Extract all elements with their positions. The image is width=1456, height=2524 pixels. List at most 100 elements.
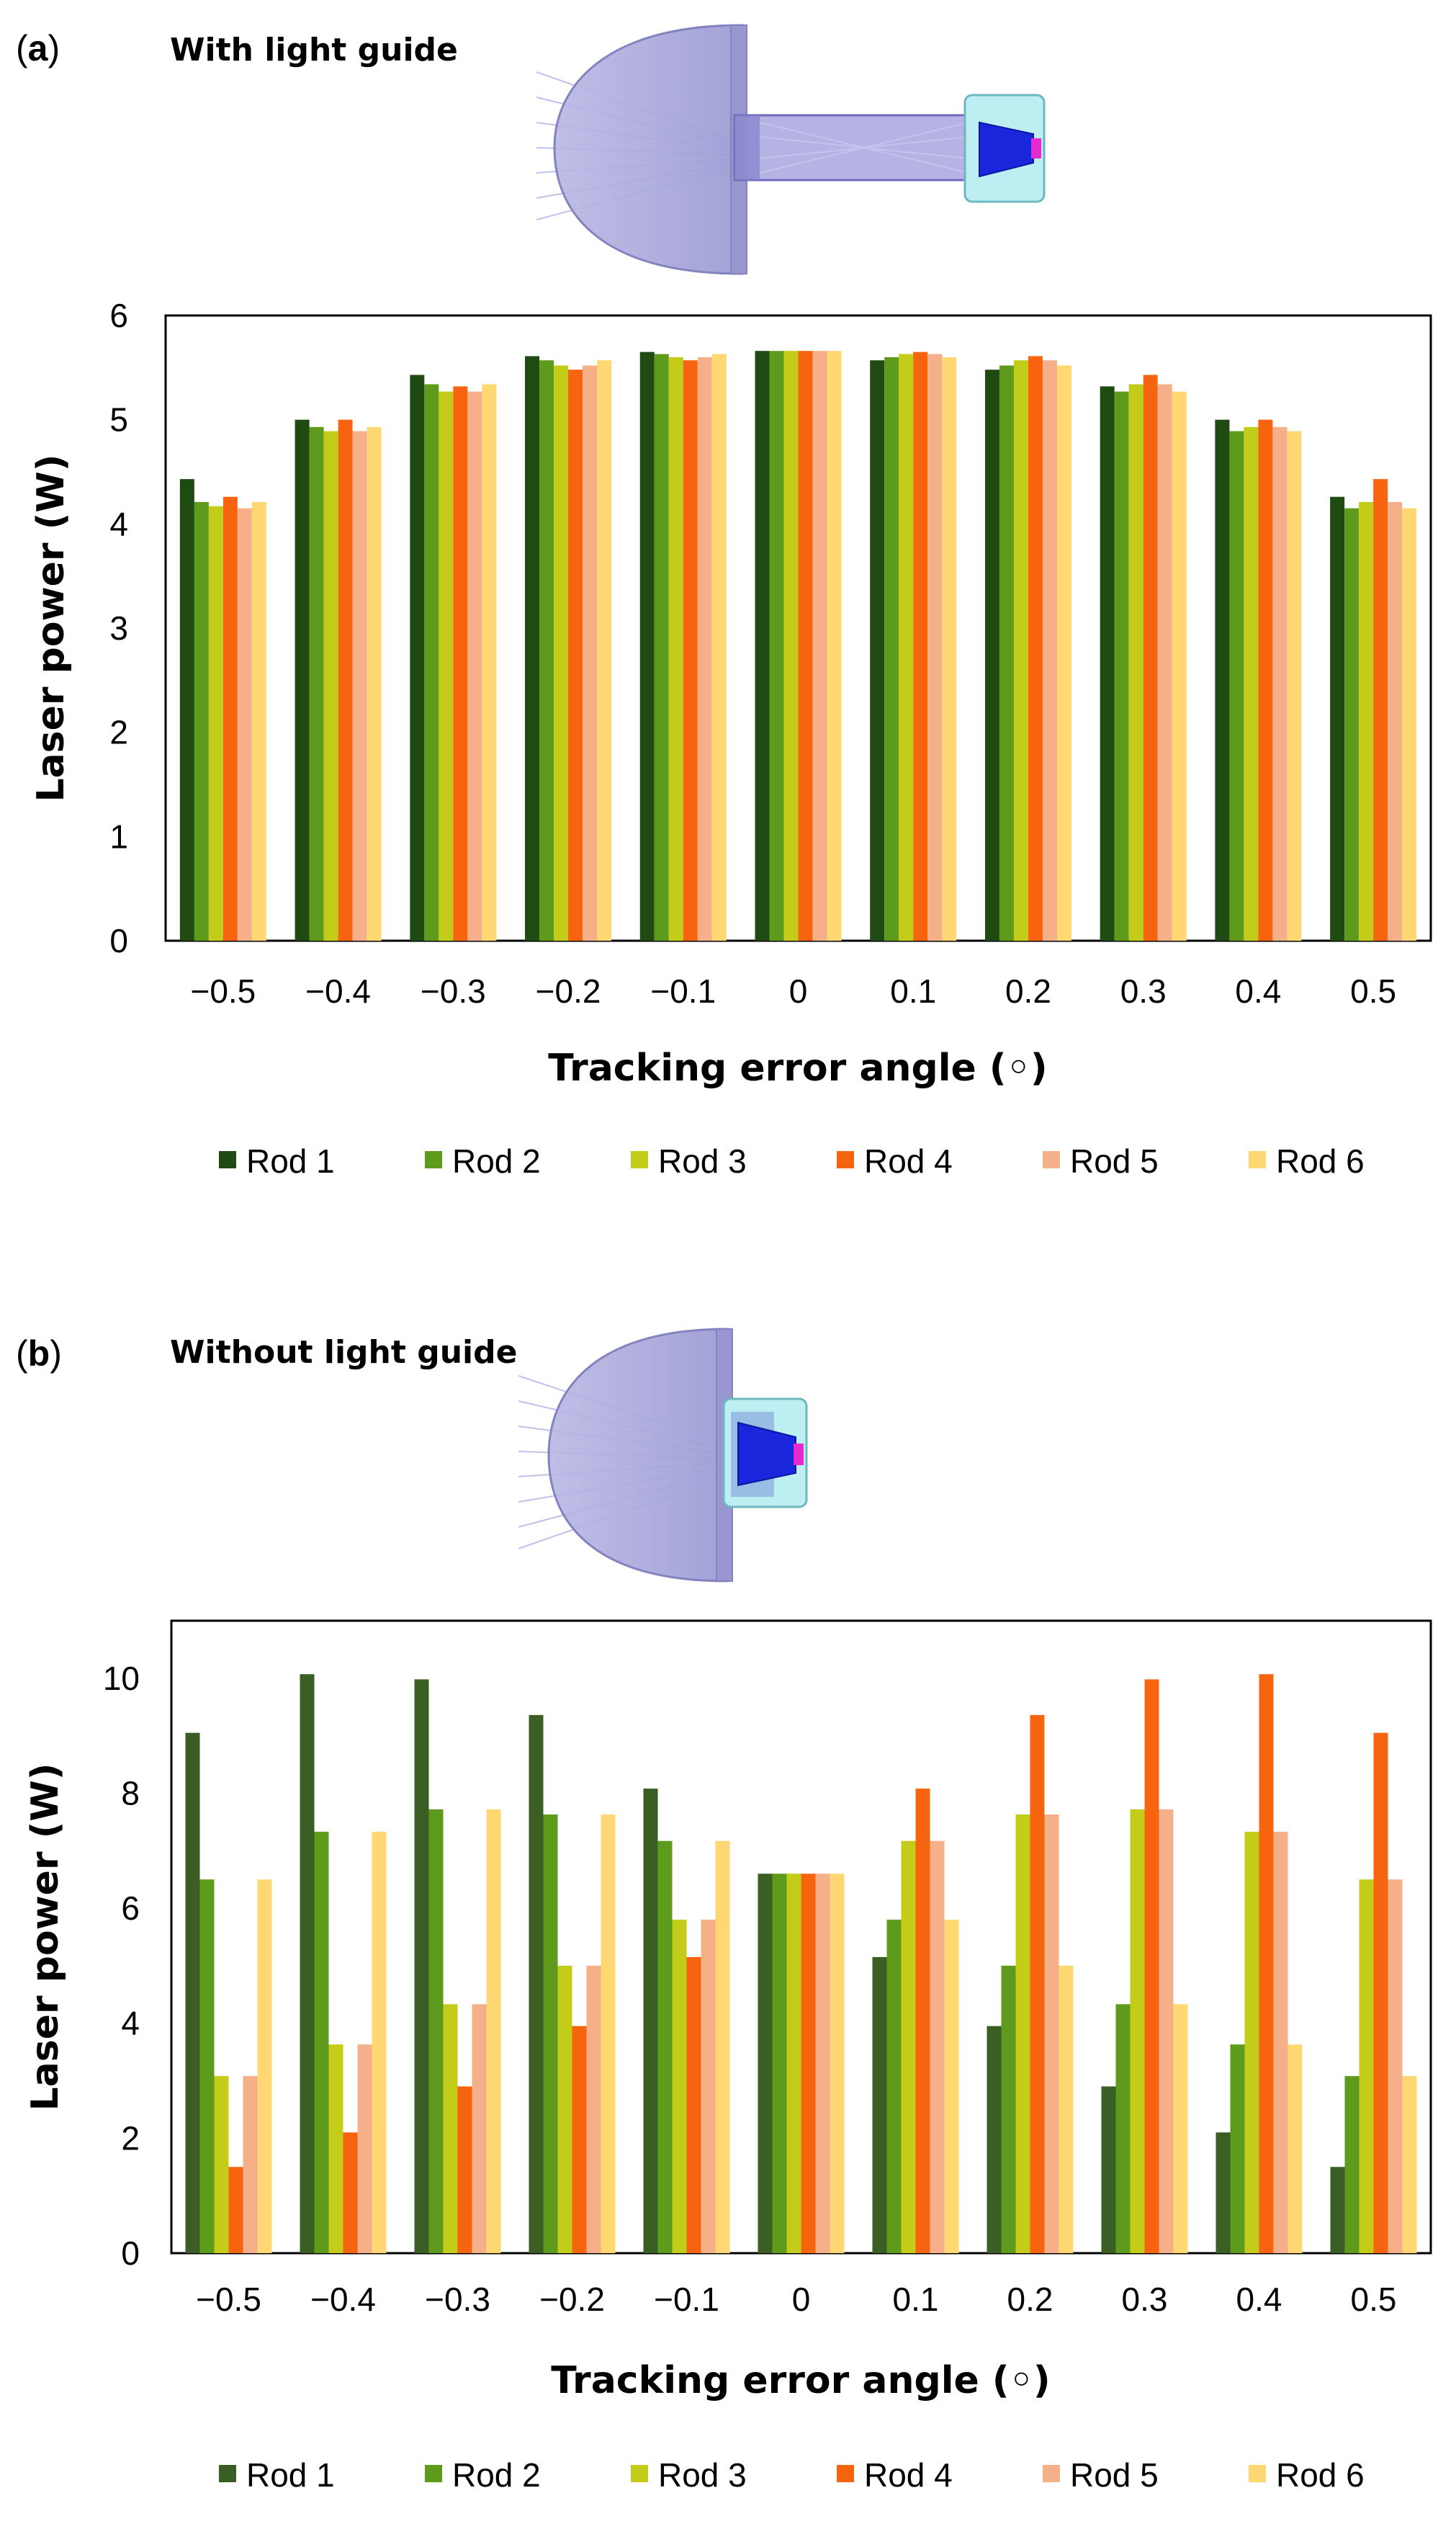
bar-rod-1-6 [872, 1956, 887, 2253]
bar-rod-2-10 [1344, 508, 1360, 941]
legend-label-6: Rod 6 [1276, 2456, 1365, 2494]
chart-a: 0 1 2 3 4 5 6 −0.5 −0.4 −0.3 −0.2 −0.1 0 0.1 0.2 0.3 0.… [30, 297, 1432, 1180]
x-tick-label: 0 [792, 2281, 811, 2318]
legend-swatch-1 [219, 2465, 236, 2482]
bar-rod-5-3 [586, 1965, 601, 2253]
y-tick-label: 2 [121, 2119, 140, 2157]
bar-rod-1-1 [295, 419, 310, 941]
light-guide-shade [734, 115, 760, 180]
bar-rod-4-6 [915, 1789, 930, 2253]
bar-rod-1-7 [987, 2026, 1002, 2253]
bar-rod-4-4 [686, 1956, 701, 2253]
y-tick-label: 8 [121, 1774, 140, 1812]
bar-rod-5-3 [583, 365, 598, 941]
bar-rod-3-1 [323, 431, 338, 941]
bar-rod-4-7 [1030, 1714, 1045, 2253]
bar-rod-1-7 [984, 370, 999, 941]
bar-rod-1-0 [179, 479, 194, 941]
bar-rod-2-4 [657, 1840, 673, 2253]
bar-rod-1-10 [1330, 496, 1345, 941]
y-tick-label: 4 [121, 2005, 140, 2042]
bar-rod-3-10 [1359, 1879, 1374, 2253]
bar-rod-4-6 [913, 352, 928, 941]
bar-rod-2-8 [1115, 2004, 1131, 2253]
bar-rod-6-7 [1056, 365, 1071, 941]
bar-rod-1-10 [1330, 2167, 1345, 2253]
bar-rod-1-9 [1215, 2132, 1231, 2253]
x-tick-label: 0.3 [1122, 2281, 1168, 2318]
legend-swatch-4 [837, 2465, 854, 2482]
bar-rod-4-1 [338, 419, 353, 941]
x-tick-label: −0.5 [196, 2281, 261, 2318]
bar-rod-5-10 [1388, 501, 1403, 941]
optical-diagram-with-light-guide [536, 24, 1046, 275]
bar-rod-3-9 [1244, 1831, 1259, 2253]
bar-rod-6-9 [1287, 431, 1302, 941]
x-tick-label: 0.2 [1007, 2281, 1053, 2318]
x-tick-label: −0.3 [421, 972, 486, 1010]
bar-rod-2-1 [309, 426, 324, 941]
bar-rod-3-5 [783, 351, 799, 941]
bar-rod-3-3 [557, 1965, 572, 2253]
bar-rod-5-1 [352, 431, 367, 941]
bar-rod-3-2 [439, 391, 454, 941]
bar-rod-1-0 [185, 1732, 200, 2253]
bar-rod-2-0 [199, 1879, 215, 2253]
bar-rod-1-5 [755, 351, 770, 941]
bar-rod-3-2 [443, 2004, 458, 2253]
chart-b-bars [185, 1674, 1417, 2253]
bar-rod-6-6 [942, 357, 957, 941]
bar-rod-6-5 [830, 1874, 845, 2253]
bar-rod-6-3 [597, 360, 612, 941]
legend-swatch-2 [425, 1151, 442, 1168]
focusing-cone [979, 121, 1034, 178]
bar-rod-4-2 [457, 2086, 472, 2253]
bar-rod-3-9 [1244, 426, 1259, 941]
x-tick-label: 0.1 [893, 2281, 939, 2318]
x-tick-label: 0.4 [1235, 972, 1281, 1010]
bar-rod-6-10 [1402, 508, 1417, 941]
bar-rod-6-3 [601, 1814, 616, 2253]
bar-rod-5-8 [1157, 384, 1172, 941]
bar-rod-2-6 [884, 357, 899, 941]
diagram-a-caption: With light guide [170, 32, 458, 68]
y-tick-label: 3 [109, 609, 128, 647]
legend-label-5: Rod 5 [1070, 1142, 1159, 1180]
bar-rod-5-0 [243, 2076, 258, 2253]
bar-rod-5-2 [472, 2004, 487, 2253]
legend-swatch-5 [1043, 1151, 1060, 1168]
panel-b-label: (b) [16, 1333, 62, 1374]
legend-label-2: Rod 2 [452, 2456, 541, 2494]
dome-lens-b [547, 1328, 729, 1583]
laser-rod-tip [1031, 138, 1041, 158]
chart-a-x-axis-title: Tracking error angle (◦) [548, 1047, 1047, 1090]
bar-rod-4-0 [228, 2167, 243, 2253]
x-tick-label: 0.5 [1350, 972, 1396, 1010]
chart-b-x-tick-labels: −0.5 −0.4 −0.3 −0.2 −0.1 0 0.1 0.2 0.3 0.4 0.5 [196, 2281, 1396, 2318]
bar-rod-3-8 [1130, 1809, 1145, 2253]
bar-rod-2-0 [194, 501, 209, 941]
legend-label-3: Rod 3 [658, 1142, 747, 1180]
legend-label-1: Rod 1 [246, 2456, 335, 2494]
x-tick-label: 0.1 [890, 972, 936, 1010]
x-tick-label: −0.4 [305, 972, 371, 1010]
legend-label-2: Rod 2 [452, 1142, 541, 1180]
bar-rod-5-1 [357, 2044, 372, 2253]
bar-rod-5-6 [927, 354, 943, 941]
legend-label-5: Rod 5 [1070, 2456, 1159, 2494]
bar-rod-4-1 [343, 2132, 358, 2253]
bar-rod-4-10 [1373, 1732, 1388, 2253]
x-tick-label: −0.2 [539, 2281, 605, 2318]
y-tick-label: 0 [121, 2234, 140, 2272]
bar-rod-1-2 [410, 375, 425, 941]
bar-rod-4-8 [1143, 375, 1158, 941]
bar-rod-4-5 [801, 1874, 816, 2253]
bar-rod-6-6 [944, 1920, 959, 2253]
bar-rod-4-5 [798, 351, 813, 941]
legend-swatch-4 [837, 1151, 854, 1168]
legend-label-4: Rod 4 [864, 2456, 953, 2494]
bar-rod-3-6 [901, 1840, 916, 2253]
bar-rod-5-7 [1044, 1814, 1059, 2253]
y-tick-label: 4 [109, 505, 128, 542]
chart-a-y-axis-title: Laser power (W) [30, 454, 73, 802]
